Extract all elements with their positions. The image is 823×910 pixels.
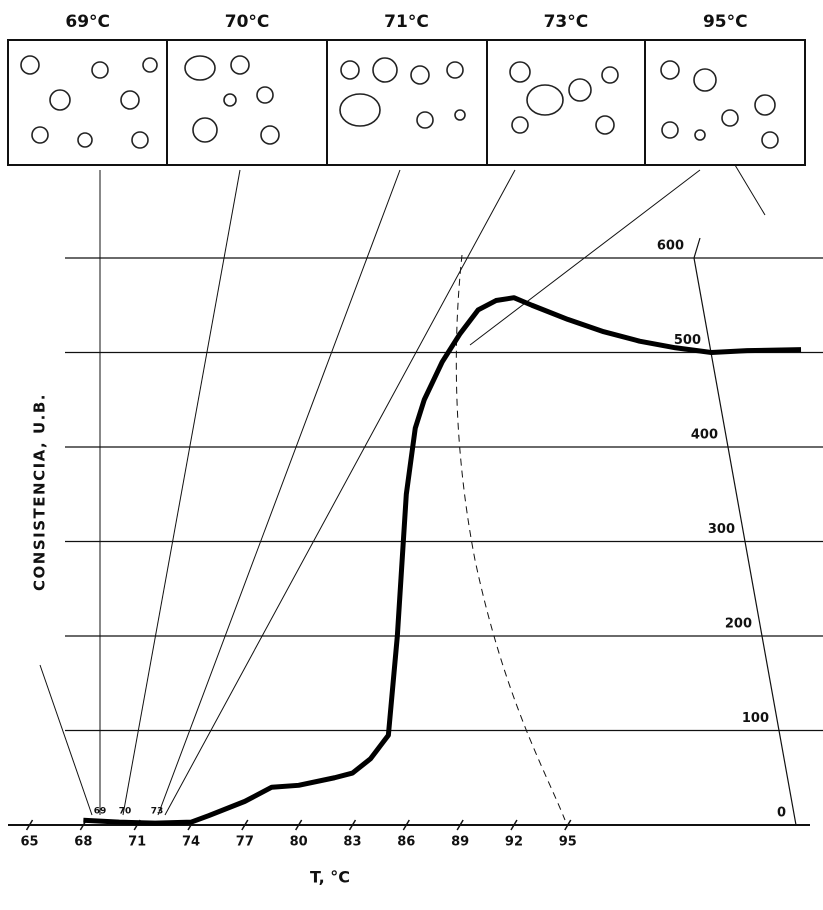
y-tick-label: 100 <box>742 711 769 726</box>
x-tick-label: 80 <box>290 835 308 850</box>
x-tick-label: 83 <box>343 835 361 850</box>
chart: CONSISTENCIA, U.B. T, °C 69°C 70°C 71°C 73°… <box>0 0 823 910</box>
y-tick-label: 300 <box>708 522 735 537</box>
y-tick-label: 400 <box>691 428 718 443</box>
granules <box>21 56 778 148</box>
panels <box>8 40 805 165</box>
consistency-line <box>83 298 801 823</box>
annotation: 69 <box>94 807 107 817</box>
annotation: 73 <box>151 807 164 817</box>
pointer-lines <box>40 165 765 820</box>
x-tick-label: 77 <box>236 835 254 850</box>
y-tick-label: 200 <box>725 617 752 632</box>
x-tick-label: 92 <box>505 835 523 850</box>
x-tick-label: 86 <box>397 835 415 850</box>
x-tick-label: 74 <box>182 835 200 850</box>
y-tick-label: 600 <box>657 239 684 254</box>
panel-label: 69°C <box>65 12 110 32</box>
x-tick-label: 65 <box>20 835 38 850</box>
panel-label: 71°C <box>384 12 429 32</box>
x-axis-label: T, °C <box>310 868 350 887</box>
annotation: 70 <box>119 807 132 817</box>
panel-label: 95°C <box>703 12 748 32</box>
y-tick-label: 0 <box>777 806 786 821</box>
x-tick-label: 68 <box>74 835 92 850</box>
panel-frame <box>8 40 805 165</box>
page: {"chart_data": { "type": "line", "panel_… <box>0 0 823 910</box>
x-tick-label: 89 <box>451 835 469 850</box>
y-axis-label: CONSISTENCIA, U.B. <box>31 393 49 591</box>
x-tick-label: 71 <box>128 835 146 850</box>
x-tick-label: 95 <box>559 835 577 850</box>
panel-label: 73°C <box>544 12 589 32</box>
panel-label: 70°C <box>225 12 270 32</box>
